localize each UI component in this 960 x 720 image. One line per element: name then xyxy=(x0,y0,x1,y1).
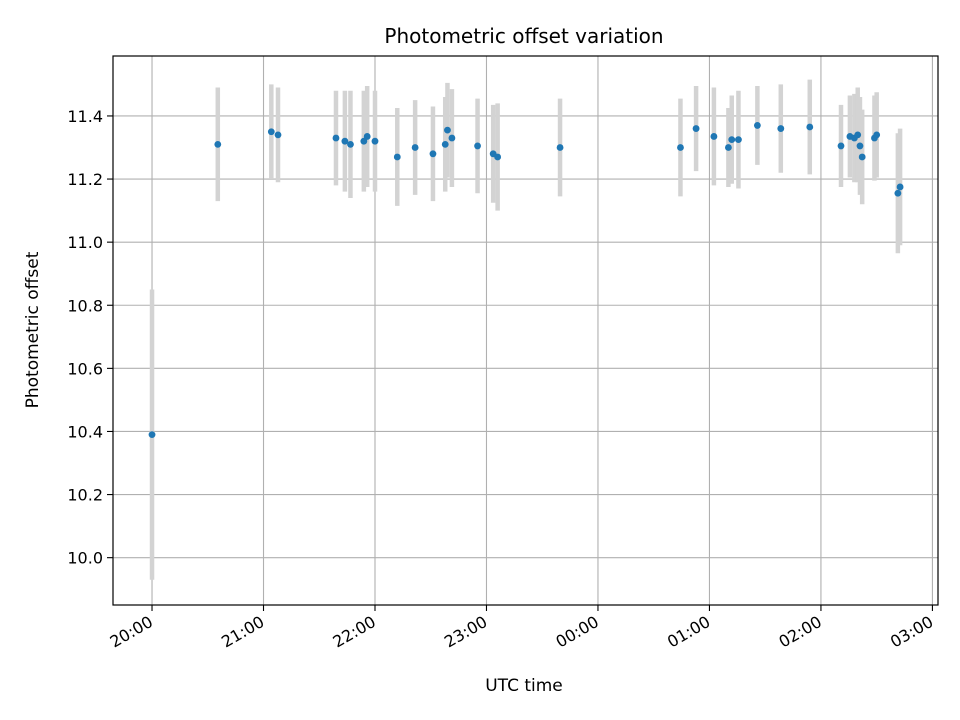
data-point xyxy=(474,142,481,150)
data-point xyxy=(728,136,736,144)
data-point xyxy=(347,140,354,148)
data-point xyxy=(444,126,451,134)
data-point xyxy=(777,125,785,132)
data-point xyxy=(677,144,684,151)
data-point xyxy=(148,431,156,439)
y-tick-label: 11.0 xyxy=(67,233,103,252)
data-point xyxy=(267,128,275,136)
plot-frame xyxy=(112,55,939,606)
y-tick-label: 10.8 xyxy=(67,296,103,315)
data-point xyxy=(441,140,449,148)
y-tick-label: 10.0 xyxy=(67,549,103,568)
data-point xyxy=(710,133,718,140)
y-tick-label: 10.4 xyxy=(67,422,103,441)
y-axis-ticks: 10.0 10.2 10.4 10.6 10.8 11.0 11.2 11.4 xyxy=(67,107,113,568)
data-point xyxy=(448,134,456,142)
data-point xyxy=(753,122,761,129)
data-point xyxy=(692,125,700,132)
data-point xyxy=(332,134,340,142)
data-point xyxy=(371,137,379,145)
data-point xyxy=(873,131,881,139)
data-point xyxy=(363,133,371,140)
data-point xyxy=(858,153,866,161)
data-point xyxy=(856,142,864,150)
data-point xyxy=(393,153,401,161)
data-point xyxy=(214,140,222,148)
y-axis-title: Photometric offset xyxy=(23,251,43,408)
data-point xyxy=(556,144,564,151)
data-points xyxy=(148,122,904,439)
x-axis-title: UTC time xyxy=(485,676,563,696)
data-point xyxy=(494,153,502,161)
y-tick-label: 11.4 xyxy=(67,107,103,126)
y-tick-label: 10.2 xyxy=(67,486,103,505)
data-point xyxy=(411,144,419,151)
data-point xyxy=(896,183,904,191)
data-point xyxy=(894,189,902,197)
y-tick-label: 10.6 xyxy=(67,359,103,378)
chart-title: Photometric offset variation xyxy=(384,24,663,48)
data-point xyxy=(735,136,742,144)
y-tick-label: 11.2 xyxy=(67,170,103,189)
data-point xyxy=(429,150,437,158)
data-point xyxy=(806,123,814,131)
data-point xyxy=(360,137,368,145)
data-point xyxy=(837,142,845,150)
data-point xyxy=(725,144,732,151)
data-point xyxy=(274,131,282,139)
data-point xyxy=(341,137,349,145)
data-point xyxy=(854,131,862,139)
